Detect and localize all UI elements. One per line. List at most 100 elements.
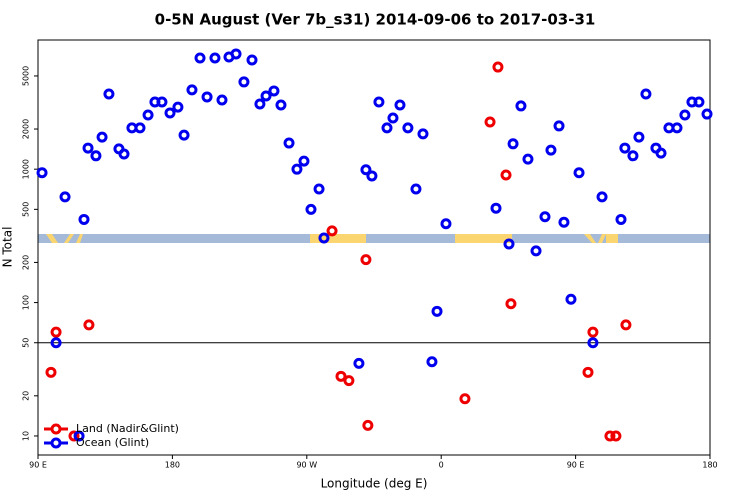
point: [194, 52, 206, 64]
point: [50, 326, 62, 338]
point: [671, 122, 683, 134]
plot-frame: [37, 39, 711, 456]
y-tick-label: 500: [22, 202, 31, 217]
point: [500, 169, 512, 181]
point: [545, 144, 557, 156]
point: [582, 366, 594, 378]
point: [701, 108, 713, 120]
point: [353, 357, 365, 369]
point: [73, 430, 85, 442]
point: [142, 109, 154, 121]
point: [36, 167, 48, 179]
point: [238, 76, 250, 88]
point: [587, 326, 599, 338]
point: [619, 142, 631, 154]
point: [254, 98, 266, 110]
point: [118, 148, 130, 160]
point: [373, 96, 385, 108]
y-tick-label: 100: [22, 295, 31, 310]
point: [507, 138, 519, 150]
point: [178, 129, 190, 141]
point: [693, 96, 705, 108]
point: [381, 122, 393, 134]
point: [156, 96, 168, 108]
point: [459, 393, 471, 405]
point: [260, 90, 272, 102]
y-tick-label: 20: [22, 391, 31, 401]
y-tick-label: 200: [22, 255, 31, 270]
x-tick-label: 90 W: [296, 461, 317, 470]
y-tick-label: 2000: [22, 119, 31, 139]
point: [440, 218, 452, 230]
point: [283, 137, 295, 149]
point: [587, 337, 599, 349]
point: [431, 305, 443, 317]
point: [82, 142, 94, 154]
point: [360, 254, 372, 266]
point: [640, 88, 652, 100]
point: [620, 319, 632, 331]
point: [530, 245, 542, 257]
point: [426, 356, 438, 368]
point: [596, 191, 608, 203]
point: [515, 100, 527, 112]
point: [627, 150, 639, 162]
point: [45, 366, 57, 378]
point: [268, 85, 280, 97]
point: [313, 183, 325, 195]
point: [305, 203, 317, 215]
legend-marker: [50, 437, 62, 449]
point: [387, 112, 399, 124]
point: [553, 120, 565, 132]
point: [50, 337, 62, 349]
point: [291, 163, 303, 175]
point: [164, 107, 176, 119]
point: [604, 430, 616, 442]
point: [610, 430, 622, 442]
point: [246, 54, 258, 66]
point: [362, 419, 374, 431]
point: [59, 191, 71, 203]
point: [366, 170, 378, 182]
point: [186, 84, 198, 96]
chart-title: 0-5N August (Ver 7b_s31) 2014-09-06 to 2…: [155, 11, 596, 29]
point: [484, 116, 496, 128]
point: [655, 147, 667, 159]
point: [573, 167, 585, 179]
x-tick-label: 180: [165, 461, 180, 470]
point: [78, 213, 90, 225]
point: [134, 122, 146, 134]
point: [410, 183, 422, 195]
legend-label: Land (Nadir&Glint): [76, 422, 179, 435]
point: [565, 293, 577, 305]
y-tick-label: 5000: [22, 66, 31, 86]
point: [417, 128, 429, 140]
point: [216, 94, 228, 106]
point: [335, 370, 347, 382]
point: [615, 213, 627, 225]
y-axis-label: N Total: [1, 227, 15, 268]
legend-label: Ocean (Glint): [76, 436, 149, 449]
y-tick-label: 50: [22, 338, 31, 348]
x-tick-label: 90 E: [567, 461, 585, 470]
point: [558, 216, 570, 228]
legend-marker: [50, 423, 62, 435]
x-tick-label: 90 E: [29, 461, 47, 470]
point: [209, 52, 221, 64]
point: [490, 202, 502, 214]
point: [492, 61, 504, 73]
point: [522, 153, 534, 165]
point: [230, 48, 242, 60]
land-ocean-strip: [38, 234, 710, 243]
point: [96, 131, 108, 143]
point: [298, 155, 310, 167]
point: [539, 211, 551, 223]
point: [90, 150, 102, 162]
point: [103, 88, 115, 100]
x-axis-label: Longitude (deg E): [321, 477, 428, 491]
point: [402, 122, 414, 134]
point: [275, 99, 287, 111]
point: [318, 232, 330, 244]
point: [68, 430, 80, 442]
